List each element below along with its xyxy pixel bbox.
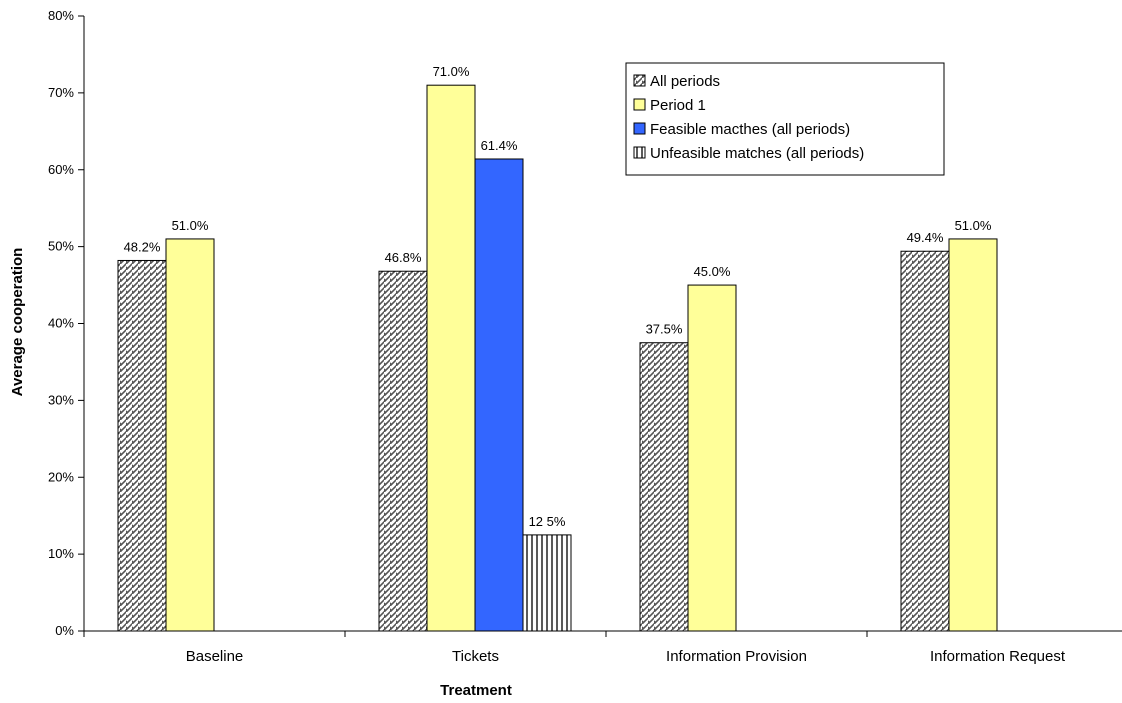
y-tick-label: 10% <box>48 546 74 561</box>
category-label: Baseline <box>186 648 244 665</box>
bar-period-1 <box>165 238 215 632</box>
y-axis: 0% 10% 20% 30% 40% 50% 60% 70% 80% <box>48 8 85 638</box>
bar-all-periods <box>378 270 428 632</box>
data-label: 12 5% <box>529 514 566 529</box>
x-axis: Baseline Tickets Information Provision Info… <box>83 630 1122 665</box>
x-axis-title: Treatment <box>440 682 512 699</box>
legend-label: All periods <box>650 73 720 90</box>
data-label: 45.0% <box>694 264 731 279</box>
bar-all-periods <box>639 342 689 632</box>
legend: All periods Period 1 Feasible macthes (all… <box>625 62 945 176</box>
category-label: Information Provision <box>666 648 807 665</box>
data-label: 49.4% <box>907 230 944 245</box>
legend-label: Feasible macthes (all periods) <box>650 121 850 138</box>
bar-period-1 <box>687 284 737 632</box>
legend-label: Unfeasible matches (all periods) <box>650 145 864 162</box>
data-label: 48.2% <box>124 239 161 254</box>
bar-unfeasible <box>522 534 572 632</box>
y-tick-label: 0% <box>55 623 74 638</box>
bar-period-1 <box>426 84 476 632</box>
category-label: Tickets <box>452 648 499 665</box>
legend-swatch <box>633 98 646 111</box>
y-tick-label: 20% <box>48 469 74 484</box>
bar-all-periods <box>900 250 950 632</box>
bar-period-1 <box>948 238 998 632</box>
y-tick-label: 40% <box>48 316 74 331</box>
data-label: 61.4% <box>481 138 518 153</box>
data-labels: 48.2% 51.0% 46.8% 71.0% 61.4% 12 5% 37.5% 45.0%… <box>124 64 992 529</box>
y-axis-title: Average cooperation <box>9 248 26 397</box>
data-label: 71.0% <box>433 64 470 79</box>
legend-swatch <box>633 122 646 135</box>
y-tick-label: 70% <box>48 85 74 100</box>
data-label: 51.0% <box>955 218 992 233</box>
legend-swatch <box>633 146 646 159</box>
y-tick-label: 50% <box>48 239 74 254</box>
y-tick-label: 80% <box>48 8 74 23</box>
bar-feasible <box>474 158 524 632</box>
y-tick-label: 30% <box>48 392 74 407</box>
y-tick-label: 60% <box>48 162 74 177</box>
bars <box>117 84 998 632</box>
category-label: Information Request <box>930 648 1066 665</box>
legend-swatch <box>633 74 646 87</box>
data-label: 51.0% <box>172 218 209 233</box>
data-label: 46.8% <box>385 250 422 265</box>
data-label: 37.5% <box>646 322 683 337</box>
bar-all-periods <box>117 259 167 632</box>
legend-box <box>625 62 945 176</box>
legend-label: Period 1 <box>650 97 706 114</box>
